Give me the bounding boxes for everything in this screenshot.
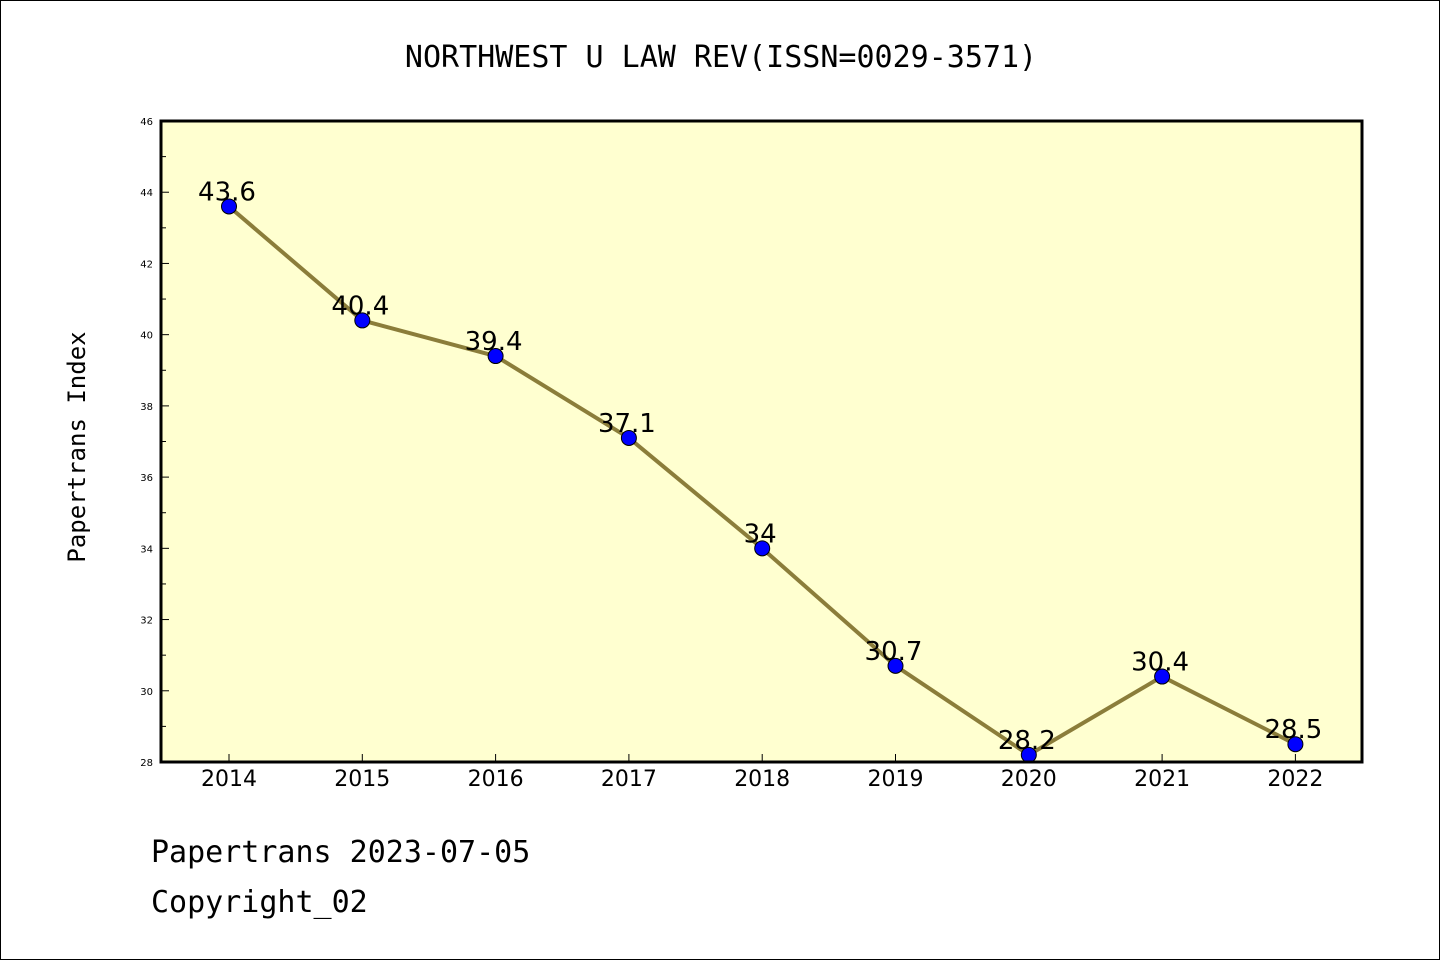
x-axis: 2014 2015 2016 2017 2018 2019 2020 2021 2022 (201, 754, 1323, 792)
x-tick-label: 2020 (1001, 767, 1057, 792)
x-tick-label: 2021 (1134, 767, 1190, 792)
y-tick-label: 46 (140, 117, 153, 128)
x-tick-label: 2019 (868, 767, 924, 792)
data-point (221, 198, 237, 215)
y-tick-label: 44 (140, 188, 153, 199)
source-date-text: Papertrans 2023-07-05 (151, 835, 531, 870)
copyright-text: Copyright_02 (151, 885, 368, 920)
x-tick-label: 2017 (601, 767, 657, 792)
data-point (354, 312, 371, 329)
y-tick-label: 38 (140, 402, 153, 413)
x-tick-label: 2016 (468, 767, 524, 792)
y-axis-label: Papertrans Index (63, 331, 91, 562)
y-tick-label: 34 (140, 544, 153, 555)
plot-border (159, 119, 1364, 764)
data-label: 34 (744, 519, 777, 549)
y-tick-label: 42 (140, 259, 153, 270)
data-label: 37.1 (598, 409, 656, 439)
data-label: 28.5 (1264, 715, 1322, 745)
plot-area (161, 121, 1362, 762)
y-tick-label: 30 (140, 687, 153, 698)
y-tick-label: 28 (140, 758, 153, 769)
data-point (754, 540, 771, 557)
data-label: 39.4 (465, 327, 523, 357)
data-point (620, 429, 637, 446)
data-label: 40.4 (331, 291, 389, 321)
chart-title: NORTHWEST U LAW REV(ISSN=0029-3571) (405, 40, 1037, 75)
x-tick-label: 2022 (1267, 767, 1323, 792)
data-point (1287, 736, 1304, 753)
y-tick-label: 36 (140, 473, 153, 484)
x-tick-label: 2018 (734, 767, 790, 792)
data-point (487, 348, 504, 365)
y-tick-label: 32 (140, 616, 153, 627)
x-tick-label: 2015 (334, 767, 390, 792)
data-label: 43.6 (198, 177, 256, 207)
data-label: 30.7 (865, 637, 923, 667)
data-label: 28.2 (998, 726, 1056, 756)
series-layer: 43.6 40.4 39.4 37.1 34 30.7 28.2 30.4 28.5 (198, 177, 1322, 763)
data-point (1154, 668, 1171, 685)
data-label: 30.4 (1131, 648, 1189, 678)
x-tick-label: 2014 (201, 767, 257, 792)
y-tick-label: 40 (140, 331, 153, 342)
data-point (887, 657, 904, 674)
